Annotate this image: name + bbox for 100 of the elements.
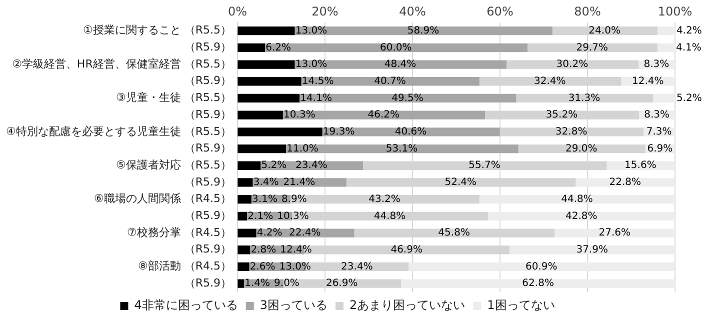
y-tick-label: （R5.9） xyxy=(184,276,232,290)
y-tick-label: ②学級経営、HR経営、保健室経営 （R5.5） xyxy=(12,57,232,70)
bar xyxy=(282,110,486,120)
bar xyxy=(322,128,500,136)
x-tick-label: 20% xyxy=(312,4,338,18)
data-label: 4.1% xyxy=(676,42,702,54)
data-label: 3.1% xyxy=(252,194,278,205)
data-label: 58.9% xyxy=(407,25,440,36)
bar xyxy=(408,262,675,272)
data-label: 21.4% xyxy=(283,177,316,188)
data-label: 2.1% xyxy=(248,210,274,222)
data-label: 6.2% xyxy=(266,42,292,54)
x-tick-label: 60% xyxy=(486,4,514,18)
data-label: 8.3% xyxy=(644,59,670,70)
y-tick-label: （R5.9） xyxy=(184,108,232,121)
data-label: 12.4% xyxy=(280,244,312,256)
data-label: 2.8% xyxy=(250,244,276,256)
x-tick-label: 40% xyxy=(399,4,426,18)
data-label: 10.3% xyxy=(277,210,309,222)
bar xyxy=(238,262,250,272)
data-label: 4.2% xyxy=(676,25,702,36)
data-label: 5.2% xyxy=(676,92,702,104)
y-tick-label: （R5.9） xyxy=(184,242,232,256)
bar xyxy=(487,212,675,221)
bar xyxy=(238,77,302,86)
y-tick-label: ⑥職場の人間関係 （R4.5） xyxy=(94,192,232,206)
legend-label: 2あまり困っていない xyxy=(350,298,466,312)
data-label: 8.9% xyxy=(281,194,307,205)
data-label: 2.6% xyxy=(250,261,276,272)
y-tick-label: ⑦校務分掌 （R4.5） xyxy=(126,226,232,239)
legend-label: 4非常に困っている xyxy=(134,298,238,312)
y-tick-label: （R5.9） xyxy=(184,40,232,54)
y-tick-label: ⑧部活動 （R4.5） xyxy=(138,260,232,273)
legend-label: 3困っている xyxy=(260,298,328,312)
data-label: 13.0% xyxy=(295,25,328,36)
data-label: 32.4% xyxy=(534,76,566,87)
y-tick-label: （R5.9） xyxy=(184,209,232,222)
bar xyxy=(264,43,528,52)
data-label: 52.4% xyxy=(444,177,477,188)
data-label: 40.6% xyxy=(394,126,427,138)
y-tick-label: ⑤保護者対応 （R5.5） xyxy=(116,158,232,172)
data-label: 10.3% xyxy=(284,110,316,121)
bar xyxy=(238,246,250,254)
data-label: 46.2% xyxy=(368,110,400,121)
data-label: 35.2% xyxy=(546,110,578,121)
data-label: 55.7% xyxy=(468,160,500,172)
data-label: 23.4% xyxy=(296,160,328,172)
bar xyxy=(238,26,295,36)
bar xyxy=(478,194,675,204)
data-label: 11.0% xyxy=(286,143,318,154)
y-tick-label: （R5.9） xyxy=(184,175,232,188)
bar xyxy=(508,246,675,254)
data-label: 42.8% xyxy=(565,210,598,222)
data-label: 3.4% xyxy=(253,177,279,188)
data-label: 60.9% xyxy=(525,261,558,272)
data-label: 40.7% xyxy=(374,76,406,87)
data-label: 27.6% xyxy=(598,228,631,239)
bar xyxy=(238,144,286,154)
data-label: 45.8% xyxy=(438,228,470,239)
y-tick-label: （R5.9） xyxy=(184,142,232,155)
data-label: 44.8% xyxy=(561,194,593,205)
data-label: 26.9% xyxy=(326,278,358,290)
data-label: 53.1% xyxy=(386,143,418,154)
bar xyxy=(238,43,265,52)
bar xyxy=(656,26,675,36)
legend-label: 1困ってない xyxy=(487,298,555,312)
data-label: 44.8% xyxy=(374,210,406,222)
data-label: 1.4% xyxy=(244,278,270,290)
data-label: 49.5% xyxy=(392,92,424,104)
data-label: 5.2% xyxy=(261,160,287,172)
bar xyxy=(652,94,675,103)
bar xyxy=(238,60,295,69)
data-label: 29.7% xyxy=(576,42,608,54)
bar xyxy=(400,279,675,288)
data-label: 37.9% xyxy=(576,244,608,256)
data-label: 24.0% xyxy=(588,25,620,36)
data-label: 14.1% xyxy=(300,92,332,104)
data-label: 46.9% xyxy=(390,244,422,256)
x-tick-label: 80% xyxy=(574,4,601,18)
bar xyxy=(554,228,675,238)
data-label: 62.8% xyxy=(522,278,554,290)
data-label: 31.3% xyxy=(568,92,600,104)
y-tick-label: ①授業に関すること （R5.5） xyxy=(82,24,232,37)
bar xyxy=(656,43,675,52)
bar xyxy=(294,60,506,69)
x-tick-label: 0% xyxy=(228,4,248,18)
data-label: 8.3% xyxy=(644,110,670,121)
data-label: 13.0% xyxy=(295,59,328,70)
bar xyxy=(238,279,244,288)
data-label: 14.5% xyxy=(302,76,334,87)
bar xyxy=(574,178,675,187)
data-label: 32.8% xyxy=(555,126,588,138)
x-tick-label: 100% xyxy=(658,4,692,18)
y-tick-label: ③児童・生徒 （R5.5） xyxy=(116,91,232,104)
data-label: 60.0% xyxy=(380,42,412,54)
data-label: 4.2% xyxy=(256,228,282,239)
y-tick-label: ④特別な配慮を必要とする児童生徒 （R5.5） xyxy=(6,124,232,138)
data-label: 23.4% xyxy=(341,261,373,272)
data-label: 48.4% xyxy=(384,59,416,70)
bar xyxy=(238,212,248,221)
